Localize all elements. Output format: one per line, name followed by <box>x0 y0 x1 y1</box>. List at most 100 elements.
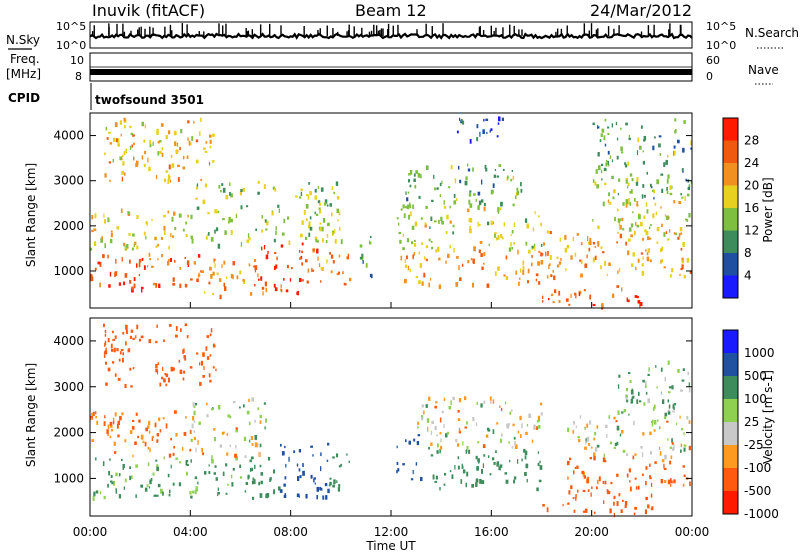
heat-cell <box>121 154 124 157</box>
heat-cell <box>689 481 691 487</box>
heat-cell <box>263 402 266 405</box>
heat-cell <box>157 243 159 247</box>
heat-cell <box>532 227 535 232</box>
heat-cell <box>129 367 132 371</box>
xlabel: Time UT <box>365 539 416 553</box>
heat-cell <box>457 418 461 422</box>
heat-cell <box>158 283 161 288</box>
heat-cell <box>219 294 222 300</box>
heat-cell <box>288 456 290 462</box>
heat-cell <box>636 295 639 299</box>
heat-cell <box>225 492 228 495</box>
heat-cell <box>499 464 503 468</box>
heat-cell <box>109 458 111 461</box>
heat-cell <box>517 249 519 255</box>
heat-cell <box>423 410 425 415</box>
heat-cell <box>485 434 489 438</box>
heat-cell <box>513 436 516 440</box>
heat-cell <box>110 233 113 238</box>
heat-cell <box>409 184 412 188</box>
heat-cell <box>132 134 135 137</box>
heat-cell <box>526 423 529 427</box>
heat-cell <box>95 416 97 419</box>
heat-cell <box>244 490 247 493</box>
heat-cell <box>584 263 588 268</box>
heat-cell <box>434 187 437 191</box>
heat-cell <box>619 218 621 221</box>
heat-cell <box>404 259 406 264</box>
colorbar-tick-label: 20 <box>744 179 759 193</box>
heat-cell <box>625 179 628 184</box>
heat-cell <box>109 435 112 439</box>
heat-cell <box>568 303 571 306</box>
heat-cell <box>588 247 591 252</box>
heat-cell <box>111 349 114 352</box>
heat-cell <box>239 464 242 469</box>
heat-cell <box>518 277 521 280</box>
heat-cell <box>511 170 513 172</box>
heat-cell <box>260 472 264 476</box>
heat-cell <box>240 205 243 210</box>
heat-cell <box>455 282 459 287</box>
heat-cell <box>548 263 551 267</box>
heat-cell <box>338 271 340 275</box>
heat-cell <box>480 403 483 408</box>
heat-cell <box>332 484 335 488</box>
heat-cell <box>500 433 503 437</box>
heat-cell <box>124 478 127 483</box>
heat-cell <box>193 430 196 433</box>
heat-cell <box>608 192 611 197</box>
heat-cell <box>183 348 185 353</box>
heat-cell <box>337 487 341 492</box>
heat-cell <box>248 263 251 267</box>
colorbar-tick-label: 8 <box>744 246 752 260</box>
heat-cell <box>123 281 126 286</box>
heat-cell <box>197 254 201 258</box>
heat-cell <box>510 178 513 182</box>
heat-cell <box>239 270 242 275</box>
heat-cell <box>109 421 113 426</box>
heat-cell <box>250 467 254 472</box>
heat-cell <box>209 379 212 383</box>
heat-cell <box>108 470 111 476</box>
heat-cell <box>443 423 445 429</box>
heat-cell <box>647 504 650 509</box>
heat-cell <box>617 410 620 415</box>
heat-cell <box>138 262 141 268</box>
heat-cell <box>205 346 208 351</box>
heat-cell <box>317 186 320 189</box>
heat-cell <box>654 202 657 206</box>
heat-cell <box>466 471 469 477</box>
heat-cell <box>165 170 169 173</box>
heat-cell <box>194 489 197 495</box>
heat-cell <box>584 508 588 513</box>
heat-cell <box>446 431 450 435</box>
heat-cell <box>476 137 479 142</box>
heat-cell <box>522 270 525 275</box>
heat-cell <box>511 247 514 250</box>
heat-cell <box>617 384 620 389</box>
heat-cell <box>104 152 106 156</box>
heat-cell <box>652 189 654 193</box>
heat-cell <box>426 418 430 423</box>
heat-cell <box>306 218 308 222</box>
heat-cell <box>631 396 633 400</box>
heat-cell <box>573 509 576 513</box>
heat-cell <box>498 466 501 471</box>
heat-cell <box>438 284 441 289</box>
heat-cell <box>581 470 584 475</box>
heat-cell <box>125 324 128 330</box>
y-tick-label: 2000 <box>53 426 84 440</box>
heat-cell <box>538 479 542 483</box>
heat-cell <box>558 261 562 265</box>
heat-cell <box>624 504 627 508</box>
heat-cell <box>495 271 497 277</box>
heat-cell <box>652 419 654 423</box>
heat-cell <box>156 324 158 328</box>
heat-cell <box>613 495 616 500</box>
heat-cell <box>546 275 549 279</box>
heat-cell <box>160 490 162 494</box>
heat-cell <box>149 479 152 485</box>
heat-cell <box>196 186 198 190</box>
